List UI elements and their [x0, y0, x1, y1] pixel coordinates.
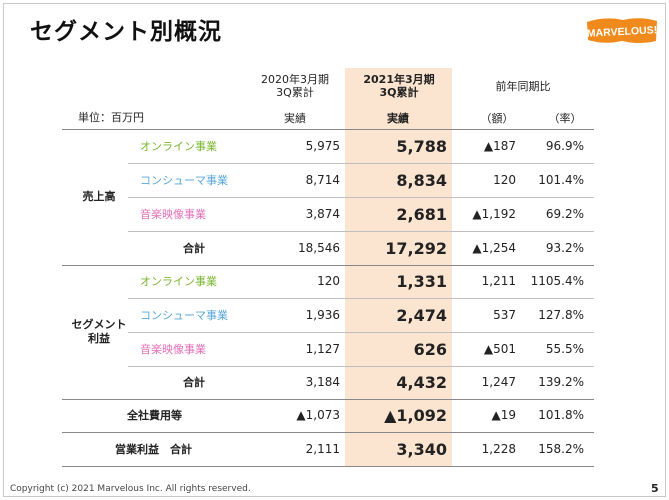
table-row-total: 合計 18,546 17,292 ▲1,254 93.2%: [0, 232, 669, 265]
value-2021: 8,834: [396, 171, 447, 190]
value-2021: 2,474: [396, 306, 447, 325]
value-rate: 69.2%: [545, 207, 584, 221]
slide-frame: [3, 3, 666, 497]
header-divider: [62, 129, 594, 130]
segment-consumer-label: コンシューマ事業: [140, 174, 228, 187]
row-divider: [128, 366, 594, 367]
table-row-corporate: 全社費用等 ▲1,073 ▲1,092 ▲19 101.8%: [0, 399, 669, 432]
value-rate: 55.5%: [545, 342, 584, 356]
value-rate: 139.2%: [538, 375, 584, 389]
subheader-2021-actual: 実績: [387, 112, 409, 125]
value-2020: 3,874: [305, 207, 340, 221]
row-divider: [128, 332, 594, 333]
value-2020: 120: [317, 274, 340, 288]
value-2020: 5,975: [305, 139, 340, 153]
section-divider: [62, 432, 594, 433]
corporate-expenses-label: 全社費用等: [127, 409, 182, 422]
value-rate: 1105.4%: [530, 274, 584, 288]
section-divider: [62, 399, 594, 400]
value-2021: 5,788: [396, 137, 447, 156]
segment-music-label: 音楽映像事業: [140, 343, 206, 356]
table-row: コンシューマ事業 1,936 2,474 537 127.8%: [0, 299, 669, 332]
value-rate: 127.8%: [538, 308, 584, 322]
value-2020: 8,714: [305, 173, 340, 187]
value-diff: 1,211: [481, 274, 516, 288]
value-diff: 1,247: [481, 375, 516, 389]
profit-total-label: 合計: [183, 376, 205, 389]
value-diff: ▲187: [483, 139, 516, 153]
row-divider: [128, 231, 594, 232]
table-row: 音楽映像事業 1,127 626 ▲501 55.5%: [0, 333, 669, 366]
table-row-total: 合計 3,184 4,432 1,247 139.2%: [0, 366, 669, 399]
value-2021: 17,292: [385, 239, 447, 258]
header-yoy: 前年同期比: [495, 80, 551, 93]
subheader-rate: （率）: [548, 112, 582, 125]
value-2020: 2,111: [305, 442, 340, 456]
sales-total-label: 合計: [183, 242, 205, 255]
table-row: 音楽映像事業 3,874 2,681 ▲1,192 69.2%: [0, 198, 669, 231]
value-2020: 18,546: [298, 241, 340, 255]
segment-online-label: オンライン事業: [140, 140, 217, 153]
sales-group-label: 売上高: [82, 190, 116, 203]
row-divider: [128, 163, 594, 164]
value-diff: ▲1,254: [472, 241, 516, 255]
value-rate: 101.8%: [538, 408, 584, 422]
header-2020-period: 2020年3月期 3Q累計: [261, 73, 329, 99]
value-2021: ▲1,092: [384, 406, 447, 425]
subheader-amount: （額）: [480, 112, 514, 125]
row-divider: [128, 298, 594, 299]
table-bottom-border: [62, 466, 594, 467]
profit-group-label: セグメント 利益: [71, 318, 127, 345]
value-2021: 4,432: [396, 373, 447, 392]
svg-text:MARVELOUS!: MARVELOUS!: [587, 24, 658, 40]
table-row: オンライン事業 120 1,331 1,211 1105.4%: [0, 265, 669, 298]
row-divider: [128, 197, 594, 198]
table-row: コンシューマ事業 8,714 8,834 120 101.4%: [0, 164, 669, 197]
value-rate: 158.2%: [538, 442, 584, 456]
segment-online-label: オンライン事業: [140, 275, 217, 288]
value-diff: 1,228: [481, 442, 516, 456]
page-title: セグメント別概況: [30, 19, 222, 45]
operating-profit-label: 営業利益 合計: [115, 443, 192, 456]
value-2020: 1,127: [305, 342, 340, 356]
table-row: オンライン事業 5,975 5,788 ▲187 96.9%: [0, 130, 669, 163]
section-divider: [62, 265, 594, 266]
value-diff: ▲501: [483, 342, 516, 356]
value-2020: ▲1,073: [296, 408, 340, 422]
value-diff: 120: [493, 173, 516, 187]
value-diff: 537: [493, 308, 516, 322]
value-2021: 1,331: [396, 272, 447, 291]
value-rate: 93.2%: [545, 241, 584, 255]
value-2021: 626: [413, 340, 447, 359]
value-2021: 3,340: [396, 440, 447, 459]
page-number: 5: [651, 482, 659, 495]
value-2021: 2,681: [396, 205, 447, 224]
copyright-notice: Copyright (c) 2021 Marvelous Inc. All ri…: [10, 484, 251, 494]
value-rate: 96.9%: [545, 139, 584, 153]
value-rate: 101.4%: [538, 173, 584, 187]
unit-label: 単位：百万円: [78, 111, 144, 124]
value-diff: ▲19: [491, 408, 517, 422]
value-diff: ▲1,192: [472, 207, 516, 221]
segment-music-label: 音楽映像事業: [140, 208, 206, 221]
subheader-2020-actual: 実績: [284, 112, 306, 125]
marvelous-logo: MARVELOUS!: [587, 18, 658, 43]
table-row-operating: 営業利益 合計 2,111 3,340 1,228 158.2%: [0, 433, 669, 466]
header-2021-period: 2021年3月期 3Q累計: [363, 73, 435, 99]
value-2020: 1,936: [305, 308, 340, 322]
segment-consumer-label: コンシューマ事業: [140, 309, 228, 322]
value-2020: 3,184: [305, 375, 340, 389]
